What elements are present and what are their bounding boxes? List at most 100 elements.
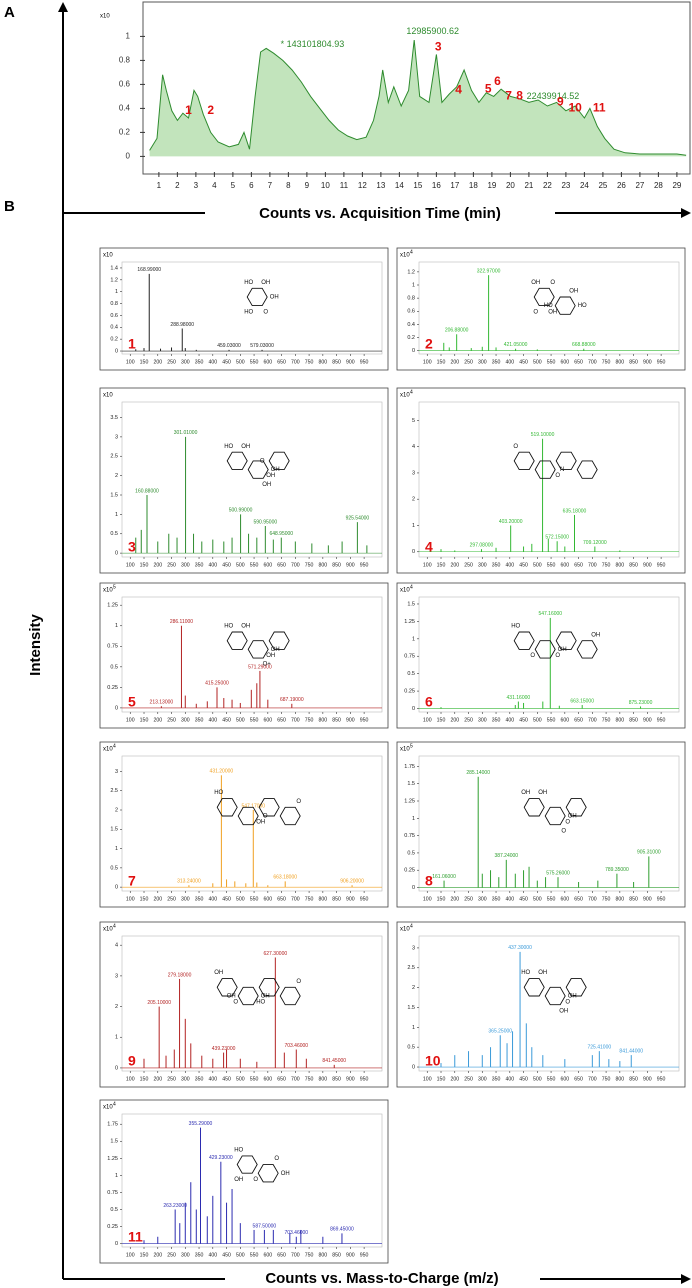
y-exponent: 4 bbox=[113, 923, 116, 929]
x-tick-label: 550 bbox=[547, 359, 556, 365]
peak-label: 635.18000 bbox=[563, 508, 587, 514]
peak-label: 587.50000 bbox=[253, 1223, 277, 1229]
x-tick-label: 5 bbox=[231, 181, 236, 190]
peak-label: 869.45000 bbox=[330, 1227, 354, 1233]
annotation: 12985900.62 bbox=[406, 26, 459, 36]
x-tick-label: 100 bbox=[423, 562, 432, 568]
x-tick-label: 200 bbox=[450, 1076, 459, 1082]
x-tick-label: 900 bbox=[643, 896, 652, 902]
x-tick-label: 7 bbox=[268, 181, 273, 190]
structure-ring bbox=[268, 451, 290, 471]
x-tick-label: 100 bbox=[126, 717, 135, 723]
x-tick-label: 500 bbox=[533, 359, 542, 365]
x-tick-label: 100 bbox=[126, 1252, 135, 1258]
y-multiplier: x10 bbox=[400, 747, 410, 753]
peak-label: 8 bbox=[516, 89, 523, 103]
x-tick-label: 22 bbox=[543, 181, 552, 190]
atom-label: HO bbox=[511, 624, 520, 630]
y-tick-label: 0.4 bbox=[407, 322, 415, 328]
y-exponent: 4 bbox=[410, 923, 413, 929]
y-tick-label: 1.5 bbox=[110, 492, 118, 498]
peak-label: 663.18000 bbox=[273, 875, 297, 881]
x-tick-label: 350 bbox=[492, 562, 501, 568]
x-tick-label: 200 bbox=[450, 359, 459, 365]
x-tick-label: 400 bbox=[505, 1076, 514, 1082]
y-tick-label: 4 bbox=[412, 444, 415, 450]
x-tick-label: 900 bbox=[346, 896, 355, 902]
plot-frame bbox=[121, 935, 383, 1072]
y-multiplier: x10 bbox=[103, 588, 113, 594]
peak-label: 421.05000 bbox=[504, 342, 528, 348]
atom-label: O bbox=[533, 309, 538, 315]
y-tick-label: 2.5 bbox=[110, 788, 118, 794]
spectrum-number: 5 bbox=[128, 694, 136, 710]
atom-label: O bbox=[296, 979, 301, 985]
x-tick-label: 10 bbox=[321, 181, 330, 190]
atom-label: OH bbox=[234, 1177, 243, 1183]
structure-ring bbox=[533, 287, 555, 307]
structure-ring bbox=[237, 986, 259, 1006]
atom-label: HO bbox=[544, 303, 553, 309]
y-tick-label: 2 bbox=[412, 497, 415, 503]
x-tick-label: 850 bbox=[332, 562, 341, 568]
y-axis-title: Intensity bbox=[27, 614, 44, 676]
x-axis-title: Counts vs. Acquisition Time (min) bbox=[259, 205, 501, 222]
x-tick-label: 400 bbox=[505, 896, 514, 902]
x-tick-label: 850 bbox=[629, 562, 638, 568]
x-tick-label: 650 bbox=[574, 717, 583, 723]
y-tick-label: 0 bbox=[126, 152, 131, 161]
x-tick-label: 800 bbox=[616, 359, 625, 365]
x-tick-label: 800 bbox=[319, 717, 328, 723]
x-tick-label: 350 bbox=[195, 1252, 204, 1258]
x-tick-label: 12 bbox=[358, 181, 367, 190]
x-tick-label: 500 bbox=[236, 896, 245, 902]
atom-label: HO bbox=[244, 309, 253, 315]
y-tick-label: 3.5 bbox=[110, 415, 118, 421]
x-tick-label: 650 bbox=[574, 359, 583, 365]
panel-frame bbox=[99, 387, 389, 574]
structure-ring bbox=[226, 451, 248, 471]
x-tick-label: 400 bbox=[208, 562, 217, 568]
x-tick-label: 800 bbox=[616, 717, 625, 723]
structure: HO OH OH O O bbox=[234, 1147, 290, 1182]
x-tick-label: 100 bbox=[126, 896, 135, 902]
structure-ring bbox=[268, 631, 290, 650]
x-tick-label: 18 bbox=[469, 181, 478, 190]
peak-label: 415.25000 bbox=[205, 681, 229, 687]
x-tick-label: 150 bbox=[140, 1076, 149, 1082]
x-tick-label: 250 bbox=[167, 562, 176, 568]
panel-letter: B bbox=[4, 198, 15, 215]
structure: ONO bbox=[513, 444, 598, 479]
atom-label: OH bbox=[521, 790, 530, 796]
peak-label: 579.03000 bbox=[250, 343, 274, 349]
structure-ring bbox=[554, 296, 576, 315]
y-multiplier: x10 bbox=[103, 253, 113, 259]
plot-frame bbox=[121, 401, 383, 558]
panel-frame bbox=[396, 387, 686, 574]
x-tick-label: 550 bbox=[250, 717, 259, 723]
x-tick-label: 450 bbox=[519, 1076, 528, 1082]
x-tick-label: 800 bbox=[616, 1076, 625, 1082]
atom-label: O bbox=[565, 820, 570, 826]
x-tick-label: 750 bbox=[602, 359, 611, 365]
x-tick-label: 950 bbox=[360, 1252, 369, 1258]
y-tick-label: 0.75 bbox=[107, 644, 118, 650]
x-tick-label: 1 bbox=[157, 181, 162, 190]
atom-label: HO bbox=[214, 790, 223, 796]
atom-label: OH bbox=[261, 280, 270, 286]
atom-label: OH bbox=[569, 289, 578, 295]
x-tick-label: 100 bbox=[126, 562, 135, 568]
x-tick-label: 250 bbox=[464, 562, 473, 568]
x-tick-label: 250 bbox=[167, 359, 176, 365]
y-tick-label: 1.75 bbox=[404, 764, 415, 770]
x-tick-label: 600 bbox=[263, 1252, 272, 1258]
y-tick-label: 2 bbox=[115, 1004, 118, 1010]
x-tick-label: 950 bbox=[360, 896, 369, 902]
plot-frame bbox=[121, 261, 383, 355]
y-tick-label: 0.75 bbox=[404, 833, 415, 839]
peak-label: 285.14000 bbox=[466, 770, 490, 776]
